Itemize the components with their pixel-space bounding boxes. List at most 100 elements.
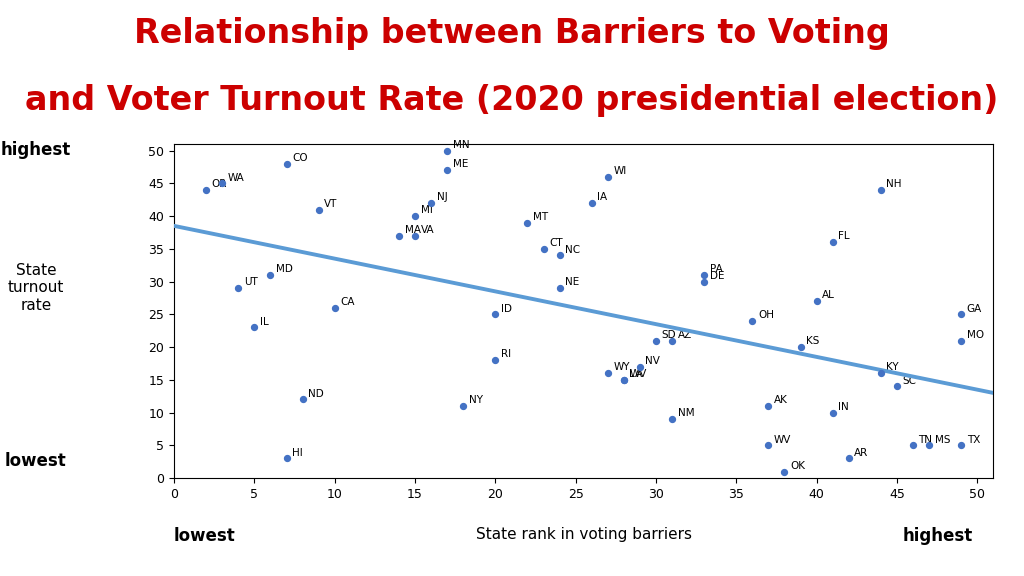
Text: TN: TN bbox=[919, 434, 933, 445]
Point bbox=[279, 454, 295, 463]
Text: HI: HI bbox=[292, 448, 303, 458]
Point bbox=[230, 283, 247, 293]
Text: State
turnout
rate: State turnout rate bbox=[7, 263, 65, 313]
Text: TX: TX bbox=[967, 434, 980, 445]
Point bbox=[294, 395, 310, 404]
Point bbox=[327, 303, 343, 312]
Text: NE: NE bbox=[565, 277, 580, 287]
Point bbox=[487, 355, 504, 365]
Text: CT: CT bbox=[549, 238, 563, 248]
Point bbox=[600, 172, 616, 181]
Point bbox=[455, 401, 471, 411]
Text: NM: NM bbox=[678, 408, 694, 418]
Point bbox=[407, 231, 423, 240]
Point bbox=[439, 165, 456, 175]
Text: MA: MA bbox=[404, 225, 421, 235]
Point bbox=[487, 310, 504, 319]
Point bbox=[953, 310, 970, 319]
Text: MT: MT bbox=[534, 212, 548, 222]
Text: AR: AR bbox=[854, 448, 868, 458]
Text: SC: SC bbox=[902, 376, 916, 385]
Point bbox=[519, 218, 536, 227]
Point bbox=[279, 159, 295, 168]
Point bbox=[423, 198, 439, 207]
Point bbox=[536, 244, 552, 253]
Text: lowest: lowest bbox=[5, 452, 67, 470]
Text: WY: WY bbox=[613, 362, 630, 373]
Point bbox=[310, 205, 327, 214]
Text: UT: UT bbox=[244, 277, 258, 287]
Point bbox=[551, 283, 567, 293]
Point bbox=[905, 441, 922, 450]
Text: NY: NY bbox=[469, 395, 482, 406]
Text: and Voter Turnout Rate (2020 presidential election): and Voter Turnout Rate (2020 presidentia… bbox=[26, 84, 998, 116]
Point bbox=[198, 185, 214, 195]
Text: NC: NC bbox=[565, 245, 581, 255]
Text: PA: PA bbox=[710, 264, 723, 274]
Point bbox=[953, 441, 970, 450]
Text: WI: WI bbox=[613, 166, 627, 176]
Point bbox=[648, 336, 665, 345]
Text: VA: VA bbox=[421, 225, 434, 235]
Text: NH: NH bbox=[887, 179, 902, 189]
Text: ND: ND bbox=[308, 389, 324, 399]
Text: NV: NV bbox=[645, 356, 660, 366]
Point bbox=[214, 179, 230, 188]
Point bbox=[600, 369, 616, 378]
Text: GA: GA bbox=[967, 304, 982, 313]
Text: OR: OR bbox=[212, 179, 227, 189]
Point bbox=[760, 401, 776, 411]
Point bbox=[632, 362, 648, 372]
Text: Source: For barriers: Scot Schranfruagal, et al, “Cost of Voting in the American: Source: For barriers: Scot Schranfruagal… bbox=[5, 533, 855, 554]
Text: AZ: AZ bbox=[678, 329, 692, 340]
Point bbox=[615, 375, 632, 384]
Point bbox=[262, 270, 279, 279]
Text: ME: ME bbox=[453, 160, 468, 169]
Point bbox=[696, 277, 713, 286]
Point bbox=[664, 415, 680, 424]
Point bbox=[872, 369, 889, 378]
Point bbox=[793, 343, 809, 352]
Point bbox=[953, 336, 970, 345]
Text: OH: OH bbox=[758, 310, 774, 320]
Point bbox=[439, 146, 456, 155]
Text: IL: IL bbox=[260, 317, 268, 327]
Text: AK: AK bbox=[774, 395, 787, 406]
Text: FL: FL bbox=[839, 232, 850, 241]
Text: KS: KS bbox=[806, 336, 819, 346]
Text: WA: WA bbox=[227, 173, 245, 183]
Point bbox=[551, 251, 567, 260]
Text: DE: DE bbox=[710, 271, 724, 281]
Text: WV: WV bbox=[630, 369, 647, 379]
Text: State rank in voting barriers: State rank in voting barriers bbox=[476, 527, 691, 542]
Text: MI: MI bbox=[421, 205, 432, 215]
Point bbox=[808, 297, 824, 306]
Text: highest: highest bbox=[1, 141, 71, 159]
Text: AL: AL bbox=[822, 290, 835, 301]
Text: Relationship between Barriers to Voting: Relationship between Barriers to Voting bbox=[134, 17, 890, 50]
Point bbox=[391, 231, 408, 240]
Point bbox=[246, 323, 262, 332]
Point bbox=[921, 441, 937, 450]
Point bbox=[776, 467, 793, 476]
Point bbox=[824, 238, 841, 247]
Point bbox=[696, 270, 713, 279]
Point bbox=[824, 408, 841, 417]
Text: lowest: lowest bbox=[174, 527, 236, 545]
Text: IN: IN bbox=[839, 402, 849, 412]
Point bbox=[889, 382, 905, 391]
Text: WV: WV bbox=[774, 434, 792, 445]
Text: SD: SD bbox=[662, 329, 676, 340]
Point bbox=[872, 185, 889, 195]
Text: MS: MS bbox=[935, 434, 950, 445]
Text: CO: CO bbox=[292, 153, 307, 163]
Text: MN: MN bbox=[453, 140, 469, 150]
Text: ID: ID bbox=[501, 304, 512, 313]
Text: LA: LA bbox=[630, 369, 642, 379]
Point bbox=[664, 336, 680, 345]
Text: highest: highest bbox=[902, 527, 973, 545]
Text: NJ: NJ bbox=[436, 192, 447, 202]
Point bbox=[841, 454, 857, 463]
Text: MD: MD bbox=[276, 264, 293, 274]
Text: VT: VT bbox=[325, 199, 338, 209]
